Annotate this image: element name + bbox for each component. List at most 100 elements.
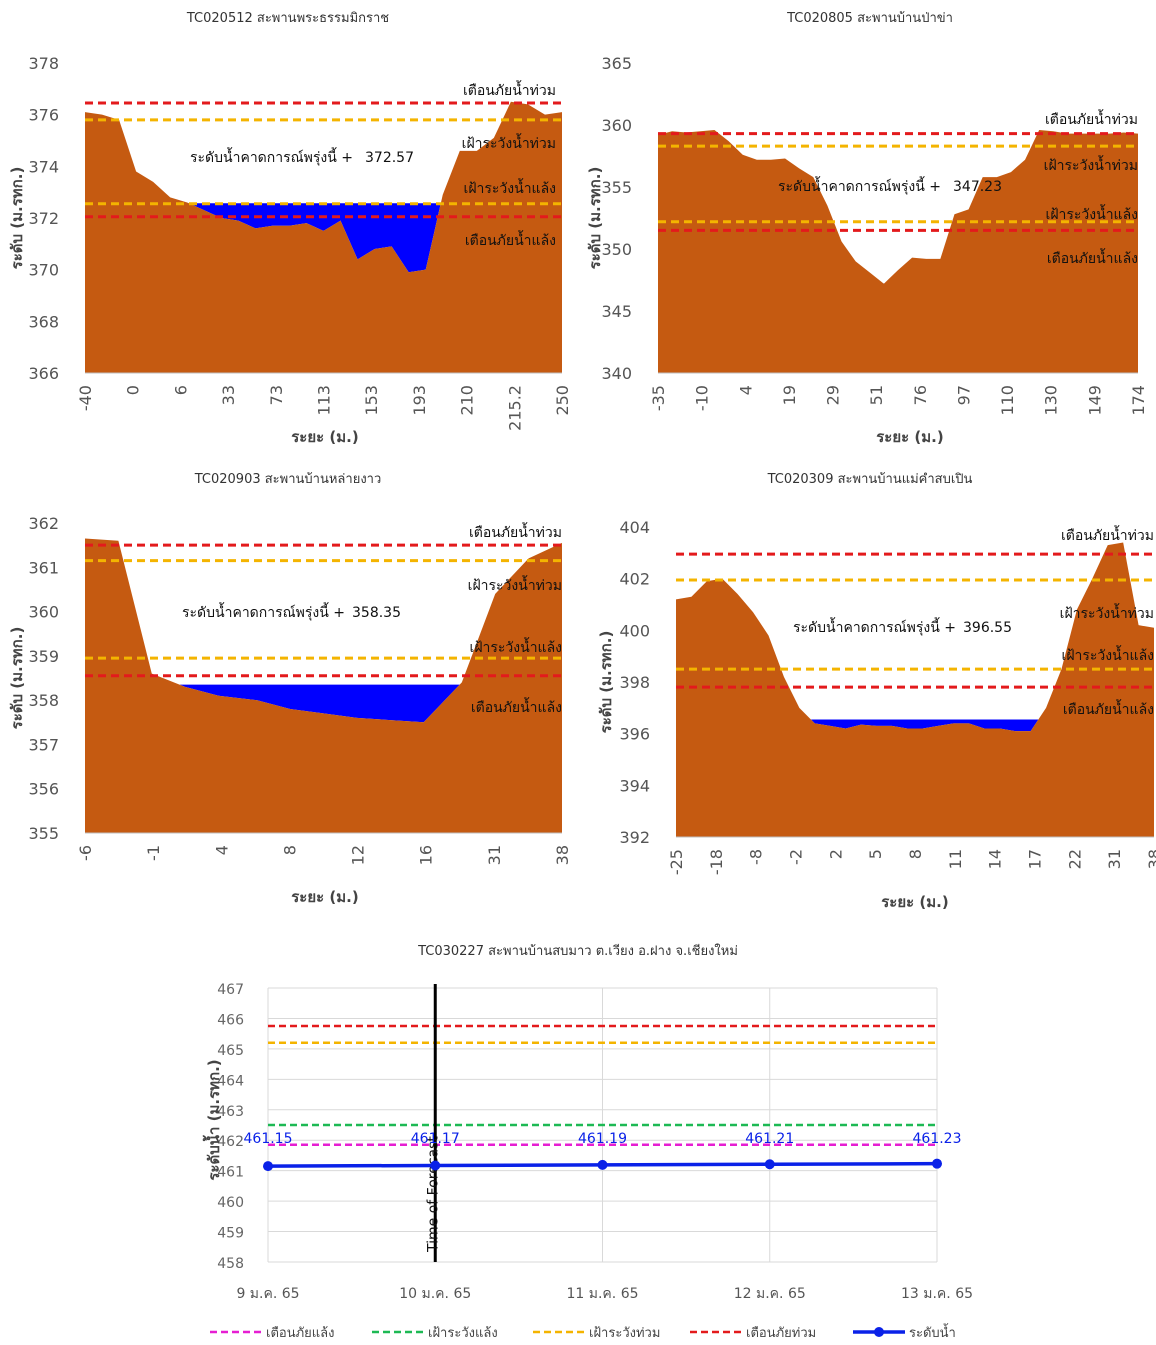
y-tick-label: 459 <box>217 1226 244 1242</box>
y-tick-label: 394 <box>619 776 650 795</box>
cross-section-chart-4: TC020309 สะพานบ้านแม่คำสบเปิน 392 394 396 39… <box>597 472 1156 911</box>
y-tick-label: 467 <box>217 982 244 998</box>
y-axis-title: ระดับ (ม.รทก.) <box>586 167 604 270</box>
x-tick-label: 153 <box>362 385 381 416</box>
x-tick-label: -35 <box>649 385 668 411</box>
y-axis-title: ระดับ (ม.รทก.) <box>597 631 615 734</box>
forecast-label: ระดับน้ำคาดการณ์พรุ่งนี้ + <box>182 602 345 621</box>
x-tick-label: 11 ม.ค. 65 <box>566 1286 638 1302</box>
threshold-label-3: เฝ้าระวังน้ำแล้ง <box>464 178 556 197</box>
threshold-label-4: เตือนภัยน้ำแล้ง <box>465 230 556 249</box>
y-tick-label: 355 <box>28 824 59 843</box>
chart-title: TC020309 สะพานบ้านแม่คำสบเปิน <box>767 472 973 487</box>
y-tick-label: 404 <box>619 518 650 537</box>
x-tick-label: -40 <box>76 385 95 411</box>
x-tick-label: 13 ม.ค. 65 <box>901 1286 973 1302</box>
legend-item-5: ระดับน้ำ <box>853 1323 956 1341</box>
x-tick-label: 250 <box>553 385 572 416</box>
x-tick-label: -8 <box>747 849 766 865</box>
x-tick-label: 174 <box>1129 385 1148 416</box>
forecast-value: 347.23 <box>953 179 1002 195</box>
x-tick-label: 29 <box>824 385 843 405</box>
legend-label: เฝ้าระวังท่วม <box>589 1326 660 1341</box>
chart-title: TC030227 สะพานบ้านสบมาว ต.เวียง อ.ฝาง จ.… <box>417 943 738 959</box>
y-tick-label: 366 <box>28 364 59 383</box>
y-tick-label: 462 <box>217 1134 244 1150</box>
legend-item-4: เตือนภัยท่วม <box>690 1325 816 1341</box>
forecast-value: 358.35 <box>352 605 401 621</box>
terrain-area <box>658 129 1138 373</box>
x-tick-label: 38 <box>1145 849 1156 869</box>
chart-title: TC020903 สะพานบ้านหล่ายงาว <box>194 472 382 487</box>
chart-title: TC020805 สะพานบ้านป่าข่า <box>786 11 953 26</box>
threshold-label-4: เตือนภัยน้ำแล้ง <box>471 697 562 716</box>
legend-marker <box>874 1327 884 1337</box>
cross-section-chart-3: TC020903 สะพานบ้านหล่ายงาว 355 356 357 358 35… <box>8 472 572 906</box>
terrain-area <box>676 542 1154 837</box>
threshold-label-2: เฝ้าระวังน้ำท่วม <box>462 133 556 152</box>
threshold-label-1: เตือนภัยน้ำท่วม <box>463 80 556 99</box>
x-tick-label: 38 <box>553 845 572 865</box>
y-axis-title: ระดับ (ม.รทก.) <box>8 167 26 270</box>
y-tick-label: 356 <box>28 780 59 799</box>
x-tick-label: 0 <box>124 385 143 395</box>
level-point <box>430 1160 441 1171</box>
data-label: 461.15 <box>244 1131 293 1147</box>
y-tick-label: 345 <box>601 302 632 321</box>
y-tick-label: 396 <box>619 725 650 744</box>
y-tick-label: 362 <box>28 514 59 533</box>
x-tick-label: -1 <box>144 845 163 861</box>
x-axis-title: ระยะ (ม.) <box>881 893 948 911</box>
x-tick-label: 14 <box>986 849 1005 869</box>
y-tick-label: 378 <box>28 54 59 73</box>
y-tick-label: 460 <box>217 1195 244 1211</box>
x-axis-title: ระยะ (ม.) <box>291 888 358 906</box>
level-point <box>597 1159 608 1170</box>
x-tick-label: 193 <box>410 385 429 416</box>
y-tick-label: 461 <box>217 1165 244 1181</box>
y-tick-label: 368 <box>28 312 59 331</box>
y-tick-label: 374 <box>28 157 59 176</box>
threshold-label-1: เตือนภัยน้ำท่วม <box>469 522 562 541</box>
y-tick-label: 376 <box>28 106 59 125</box>
x-tick-label: 19 <box>780 385 799 405</box>
threshold-label-2: เฝ้าระวังน้ำท่วม <box>1060 603 1154 622</box>
water-area <box>179 684 460 723</box>
y-tick-label: 358 <box>28 691 59 710</box>
legend-label: เตือนภัยท่วม <box>746 1325 816 1341</box>
threshold-label-1: เตือนภัยน้ำท่วม <box>1061 525 1154 544</box>
x-tick-label: 113 <box>315 385 334 416</box>
data-label: 461.19 <box>578 1131 627 1147</box>
x-tick-label: 16 <box>417 845 436 865</box>
terrain-area <box>85 538 562 833</box>
legend-label: ระดับน้ำ <box>909 1323 956 1341</box>
threshold-label-2: เฝ้าระวังน้ำท่วม <box>468 575 562 594</box>
forecast-value: 396.55 <box>963 620 1012 636</box>
x-tick-label: 31 <box>1105 849 1124 869</box>
y-tick-label: 360 <box>601 116 632 135</box>
y-tick-label: 365 <box>601 54 632 73</box>
water-area <box>810 719 1039 732</box>
x-tick-label: 210 <box>458 385 477 416</box>
x-tick-label: 33 <box>219 385 238 405</box>
y-tick-label: 340 <box>601 364 632 383</box>
x-axis-title: ระยะ (ม.) <box>876 428 943 446</box>
x-tick-label: 8 <box>280 845 299 855</box>
y-tick-label: 392 <box>619 828 650 847</box>
x-tick-label: 22 <box>1065 849 1084 869</box>
x-tick-label: 4 <box>212 845 231 855</box>
threshold-label-4: เตือนภัยน้ำแล้ง <box>1047 248 1138 267</box>
x-tick-label: 149 <box>1085 385 1104 416</box>
y-tick-label: 357 <box>28 735 59 754</box>
x-axis-title: ระยะ (ม.) <box>291 428 358 446</box>
x-tick-label: 6 <box>171 385 190 395</box>
x-tick-label: 2 <box>826 849 845 859</box>
level-point <box>764 1159 775 1170</box>
legend-item-3: เฝ้าระวังท่วม <box>533 1326 660 1341</box>
x-tick-label: -25 <box>667 849 686 875</box>
legend-item-1: เตือนภัยแล้ง <box>210 1325 334 1341</box>
x-tick-label: 11 <box>946 849 965 869</box>
threshold-label-2: เฝ้าระวังน้ำท่วม <box>1044 155 1138 174</box>
y-axis-title: ระดับ (ม.รทก.) <box>8 627 26 730</box>
cross-section-chart-2: TC020805 สะพานบ้านป่าข่า 340 345 350 355 360 3… <box>586 11 1148 446</box>
